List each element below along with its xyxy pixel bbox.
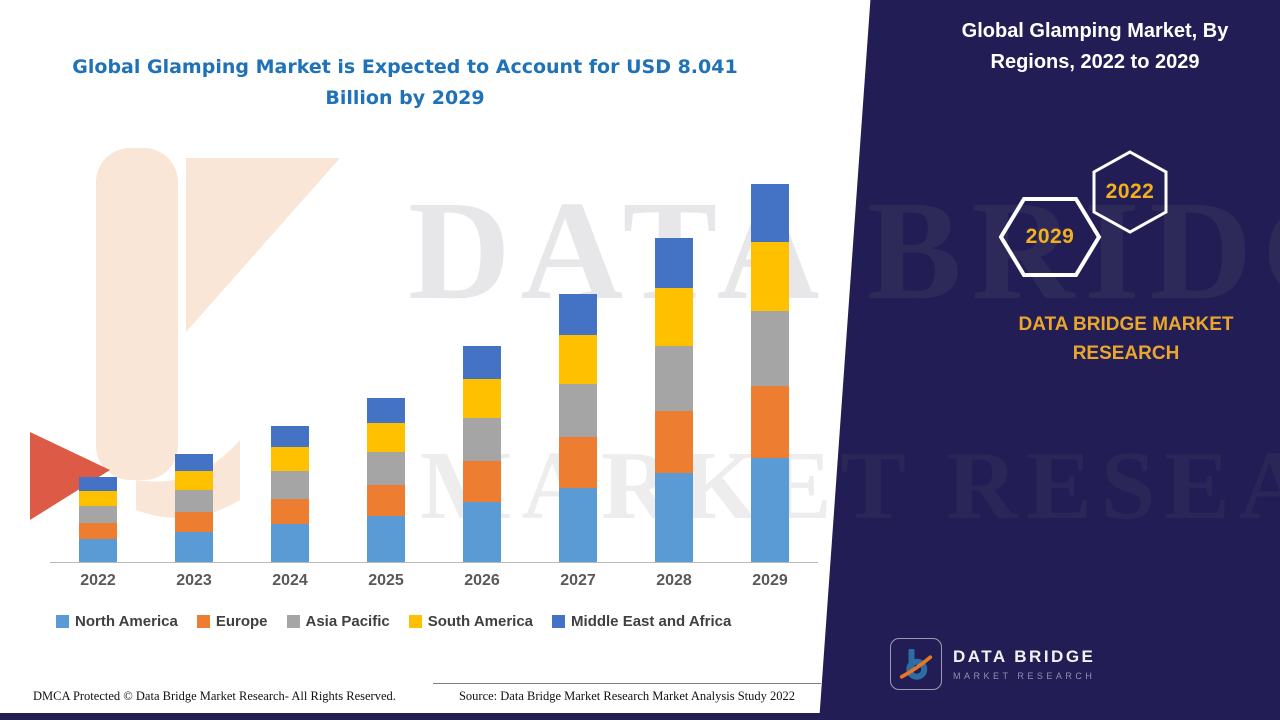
bar-segment-south-america [655,287,693,347]
bar-segment-europe [655,411,693,473]
bar-segment-middle-east-and-africa [751,184,789,243]
legend-swatch-icon [408,615,422,628]
bar-segment-south-america [463,379,501,419]
bar-segment-europe [463,461,501,503]
source-note: Source: Data Bridge Market Research Mark… [433,683,821,704]
legend-item-asia-pacific: Asia Pacific [286,613,390,630]
hexagon-badge-2022: 2022 [1092,150,1168,234]
bar-segment-europe [175,511,213,533]
x-axis-label-2023: 2023 [176,572,212,589]
hexagon-badge-2029: 2029 [998,196,1102,278]
bar-segment-north-america [559,488,597,562]
bar-segment-north-america [751,458,789,562]
legend-item-europe: Europe [196,613,268,630]
x-axis-label-2026: 2026 [464,572,500,589]
company-logo-text: DATA BRIDGE MARKET RESEARCH [953,647,1095,681]
chart-x-labels: 2022 2023 2024 2025 2026 2027 2028 2029 [50,572,818,590]
bar-segment-south-america [559,335,597,384]
bar-segment-north-america [463,502,501,562]
bar-segment-europe [271,498,309,525]
x-axis-label-2025: 2025 [368,572,404,589]
stacked-bar-2029 [722,184,818,562]
x-axis-label-2022: 2022 [80,572,116,589]
chart-legend: North America Europe Asia Pacific South Ame… [56,613,731,630]
bar-segment-south-america [367,422,405,453]
hexagon-outline-icon [998,197,1102,277]
panel-title: Global Glamping Market, By Regions, 2022… [961,20,1229,73]
bar-segment-europe [559,437,597,489]
stacked-bar-2026 [434,345,530,562]
stacked-bar-2023 [146,453,242,562]
data-bridge-emblem-icon [890,638,942,690]
legend-label: South America [427,613,534,630]
legend-label: Europe [215,613,268,630]
stacked-bar-2024 [242,425,338,562]
company-subtitle: MARKET RESEARCH [953,671,1096,681]
bar-segment-north-america [79,538,117,562]
page-title: Global Glamping Market is Expected to Ac… [72,56,738,110]
bar-segment-middle-east-and-africa [367,397,405,423]
bar-segment-south-america [751,242,789,311]
x-axis-label-2024: 2024 [272,572,308,589]
bar-segment-asia-pacific [463,418,501,462]
bar-segment-asia-pacific [79,505,117,523]
bar-segment-asia-pacific [559,383,597,438]
stacked-bar-2022 [50,477,146,562]
stacked-bar-2025 [338,397,434,562]
bar-segment-asia-pacific [175,490,213,512]
bottom-accent-bar [0,713,1280,720]
bar-segment-south-america [79,490,117,506]
bar-segment-asia-pacific [751,310,789,387]
chart-plot [50,182,818,563]
bar-segment-north-america [175,532,213,562]
x-axis-label-2029: 2029 [752,572,788,589]
bar-segment-middle-east-and-africa [79,477,117,491]
legend-label: North America [75,613,178,630]
panel-brand-title: DATA BRIDGE MARKET RESEARCH [1018,314,1234,365]
bar-segment-asia-pacific [271,471,309,499]
bar-segment-middle-east-and-africa [559,294,597,336]
bar-segment-middle-east-and-africa [463,345,501,380]
bar-segment-middle-east-and-africa [655,237,693,288]
stacked-bar-2028 [626,237,722,562]
legend-item-north-america: North America [56,613,178,630]
legend-swatch-icon [56,615,69,628]
bar-segment-middle-east-and-africa [271,425,309,447]
legend-item-middle-east-and-africa: Middle East and Africa [552,613,731,630]
dmca-notice: DMCA Protected © Data Bridge Market Rese… [33,689,396,703]
bar-segment-europe [367,485,405,517]
bar-segment-asia-pacific [655,346,693,412]
bar-segment-middle-east-and-africa [175,453,213,471]
bar-segment-europe [751,386,789,459]
bar-segment-north-america [271,524,309,562]
bar-segment-south-america [271,446,309,472]
stacked-bar-2027 [530,294,626,562]
legend-swatch-icon [552,615,566,628]
hexagon-year-label: 2022 [1105,180,1155,203]
company-logo: DATA BRIDGE MARKET RESEARCH [890,638,1095,690]
legend-item-south-america: South America [408,613,534,630]
legend-swatch-icon [286,615,300,628]
legend-label: Asia Pacific [305,613,390,630]
hexagon-year-label: 2029 [1025,225,1075,248]
x-axis-label-2028: 2028 [656,572,692,589]
company-name: DATA BRIDGE [953,647,1096,666]
bar-segment-north-america [655,472,693,562]
bar-segment-asia-pacific [367,452,405,486]
x-axis-label-2027: 2027 [560,572,596,589]
hexagon-outline-icon [1092,150,1168,234]
bar-segment-europe [79,522,117,539]
legend-label: Middle East and Africa [571,613,732,630]
bar-segment-south-america [175,470,213,491]
legend-swatch-icon [196,615,210,628]
bar-segment-north-america [367,516,405,562]
